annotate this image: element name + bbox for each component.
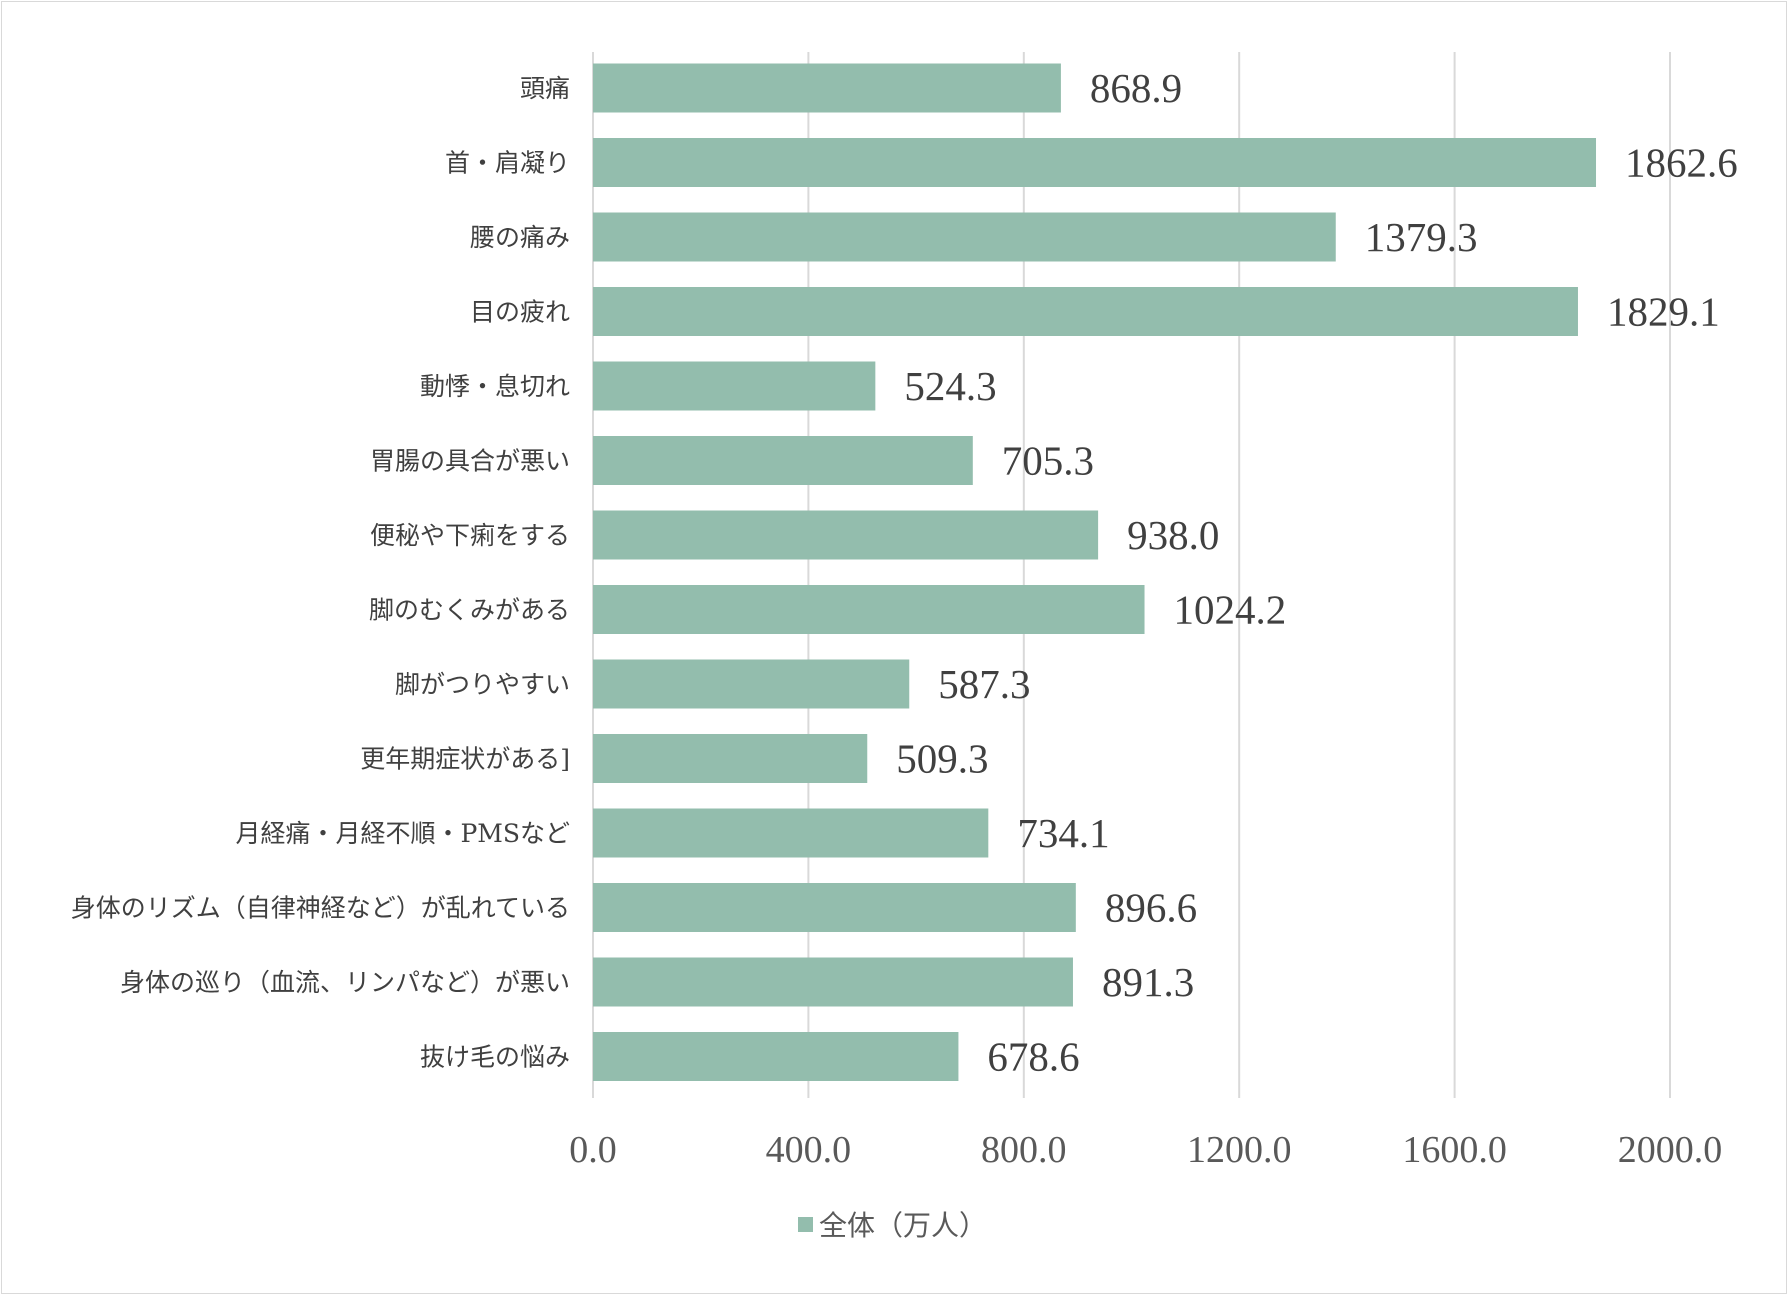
bar bbox=[593, 659, 910, 709]
bar bbox=[593, 585, 1145, 634]
bar bbox=[593, 734, 868, 783]
bar bbox=[593, 1032, 959, 1081]
bar bbox=[593, 883, 1076, 932]
category-label: 脚がつりやすい bbox=[395, 670, 570, 699]
value-label: 1829.1 bbox=[1607, 289, 1720, 335]
value-label: 1024.2 bbox=[1174, 587, 1287, 633]
category-label: 動悸・息切れ bbox=[420, 372, 570, 401]
legend-swatch bbox=[798, 1217, 813, 1232]
value-label: 868.9 bbox=[1090, 65, 1182, 111]
value-label: 587.3 bbox=[938, 661, 1030, 707]
value-label: 524.3 bbox=[904, 363, 996, 409]
bar bbox=[593, 808, 989, 858]
category-label: 抜け毛の悩み bbox=[420, 1043, 570, 1072]
category-label: 便秘や下痢をする bbox=[370, 521, 570, 550]
bar bbox=[593, 436, 973, 485]
value-label: 896.6 bbox=[1105, 885, 1197, 931]
category-label: 身体のリズム（自律神経など）が乱れている bbox=[71, 894, 570, 923]
x-tick-labels: 0.0 400.0 800.0 1200.0 1600.0 2000.0 bbox=[569, 1129, 1722, 1171]
value-label: 734.1 bbox=[1017, 810, 1109, 856]
category-label: 更年期症状がある] bbox=[360, 745, 570, 774]
category-label: 胃腸の具合が悪い bbox=[370, 447, 570, 476]
x-tick-label: 800.0 bbox=[981, 1129, 1067, 1171]
x-tick-label: 2000.0 bbox=[1618, 1129, 1723, 1171]
legend-label: 全体（万人） bbox=[819, 1209, 987, 1242]
category-label: 月経痛・月経不順・PMSなど bbox=[235, 819, 570, 848]
legend[interactable]: 全体（万人） bbox=[798, 1209, 987, 1242]
x-tick-label: 0.0 bbox=[569, 1129, 617, 1171]
bar bbox=[593, 361, 876, 411]
category-label: 腰の痛み bbox=[470, 223, 570, 252]
value-label: 938.0 bbox=[1127, 512, 1219, 558]
value-label: 678.6 bbox=[987, 1034, 1079, 1080]
x-tick-label: 1600.0 bbox=[1402, 1129, 1507, 1171]
value-label: 1379.3 bbox=[1365, 214, 1478, 260]
bar bbox=[593, 138, 1597, 187]
bar bbox=[593, 63, 1061, 113]
gridlines bbox=[592, 52, 1671, 1098]
bar bbox=[593, 287, 1578, 336]
category-labels: 頭痛首・肩凝り腰の痛み目の疲れ動悸・息切れ胃腸の具合が悪い便秘や下痢をする脚のむ… bbox=[71, 74, 570, 1072]
value-label: 891.3 bbox=[1102, 959, 1194, 1005]
x-tick-label: 400.0 bbox=[766, 1129, 852, 1171]
value-label: 705.3 bbox=[1002, 438, 1094, 484]
category-label: 首・肩凝り bbox=[445, 149, 570, 178]
category-label: 脚のむくみがある bbox=[369, 596, 570, 625]
value-label: 1862.6 bbox=[1625, 140, 1738, 186]
bar bbox=[593, 212, 1336, 262]
bars bbox=[593, 63, 1597, 1081]
category-label: 頭痛 bbox=[520, 74, 570, 103]
category-label: 目の疲れ bbox=[470, 298, 570, 327]
value-label: 509.3 bbox=[896, 736, 988, 782]
category-label: 身体の巡り（血流、リンパなど）が悪い bbox=[120, 968, 570, 997]
bar bbox=[593, 957, 1073, 1007]
x-tick-label: 1200.0 bbox=[1187, 1129, 1292, 1171]
bar bbox=[593, 510, 1099, 560]
